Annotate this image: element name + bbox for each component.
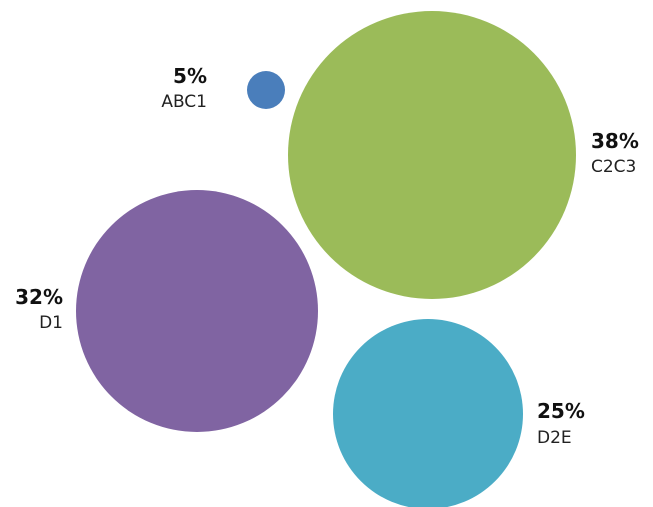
value-label-d2e: 25% [537, 399, 585, 423]
category-label-d2e: D2E [537, 428, 572, 448]
bubble-abc1 [247, 71, 285, 109]
bubble-d1 [76, 190, 318, 432]
value-label-abc1: 5% [173, 64, 207, 88]
bubble-d2e [333, 319, 523, 507]
category-label-abc1: ABC1 [161, 92, 207, 112]
bubble-c2c3 [288, 11, 576, 299]
value-label-c2c3: 38% [591, 129, 639, 153]
category-label-c2c3: C2C3 [591, 157, 636, 177]
value-label-d1: 32% [15, 285, 63, 309]
category-label-d1: D1 [39, 313, 63, 333]
